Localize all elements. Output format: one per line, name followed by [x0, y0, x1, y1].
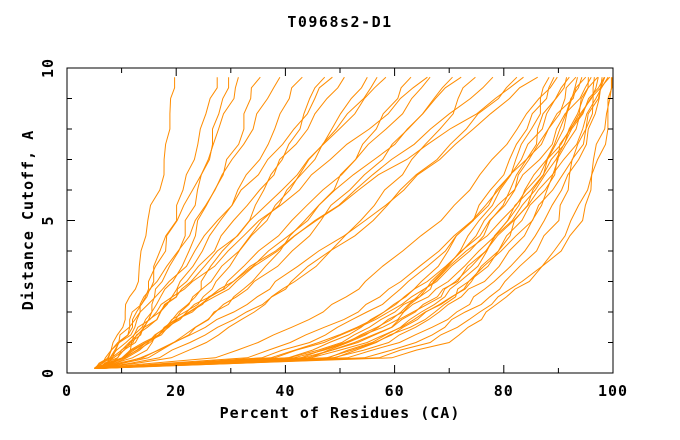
model-curve	[99, 76, 592, 369]
y-tick-label: 0	[39, 368, 57, 378]
model-curve	[98, 77, 606, 369]
y-tick-label: 10	[39, 58, 57, 78]
model-curve	[96, 77, 589, 369]
model-curve	[94, 76, 333, 369]
model-curve	[97, 76, 518, 369]
model-curve	[97, 77, 218, 369]
model-curve	[95, 76, 558, 369]
model-curve	[101, 77, 612, 369]
model-curve	[94, 77, 239, 369]
model-curve	[100, 76, 453, 369]
x-tick-label: 20	[166, 382, 186, 400]
x-axis-label: Percent of Residues (CA)	[219, 404, 461, 422]
chart-title: T0968s2-D1	[287, 13, 393, 31]
x-tick-label: 80	[494, 382, 514, 400]
y-tick-label: 5	[39, 215, 57, 225]
x-tick-label: 100	[598, 382, 628, 400]
model-curve	[101, 76, 555, 369]
model-curve	[95, 77, 613, 369]
model-curve	[94, 76, 609, 369]
model-curve	[99, 76, 550, 369]
model-curve	[93, 76, 428, 369]
model-curve	[99, 76, 524, 369]
model-curve	[99, 76, 261, 369]
x-tick-label: 40	[275, 382, 295, 400]
model-curve	[95, 76, 577, 369]
model-curve	[97, 76, 587, 369]
model-curve	[94, 76, 494, 369]
model-curve	[94, 76, 611, 369]
model-curve	[97, 76, 387, 369]
model-curve	[95, 76, 476, 369]
model-curve	[94, 77, 176, 369]
model-curve	[95, 76, 281, 369]
model-curve	[100, 77, 578, 369]
model-curve	[95, 77, 568, 369]
model-curve	[97, 76, 605, 369]
model-curve	[96, 76, 345, 369]
model-curve	[96, 76, 431, 369]
x-tick-label: 60	[385, 382, 405, 400]
model-curve	[98, 77, 599, 369]
model-curve	[96, 76, 538, 369]
model-curve	[96, 77, 583, 369]
model-curve	[99, 77, 595, 369]
x-tick-label: 0	[62, 382, 72, 400]
model-curve	[100, 76, 326, 369]
model-curve	[96, 77, 603, 369]
